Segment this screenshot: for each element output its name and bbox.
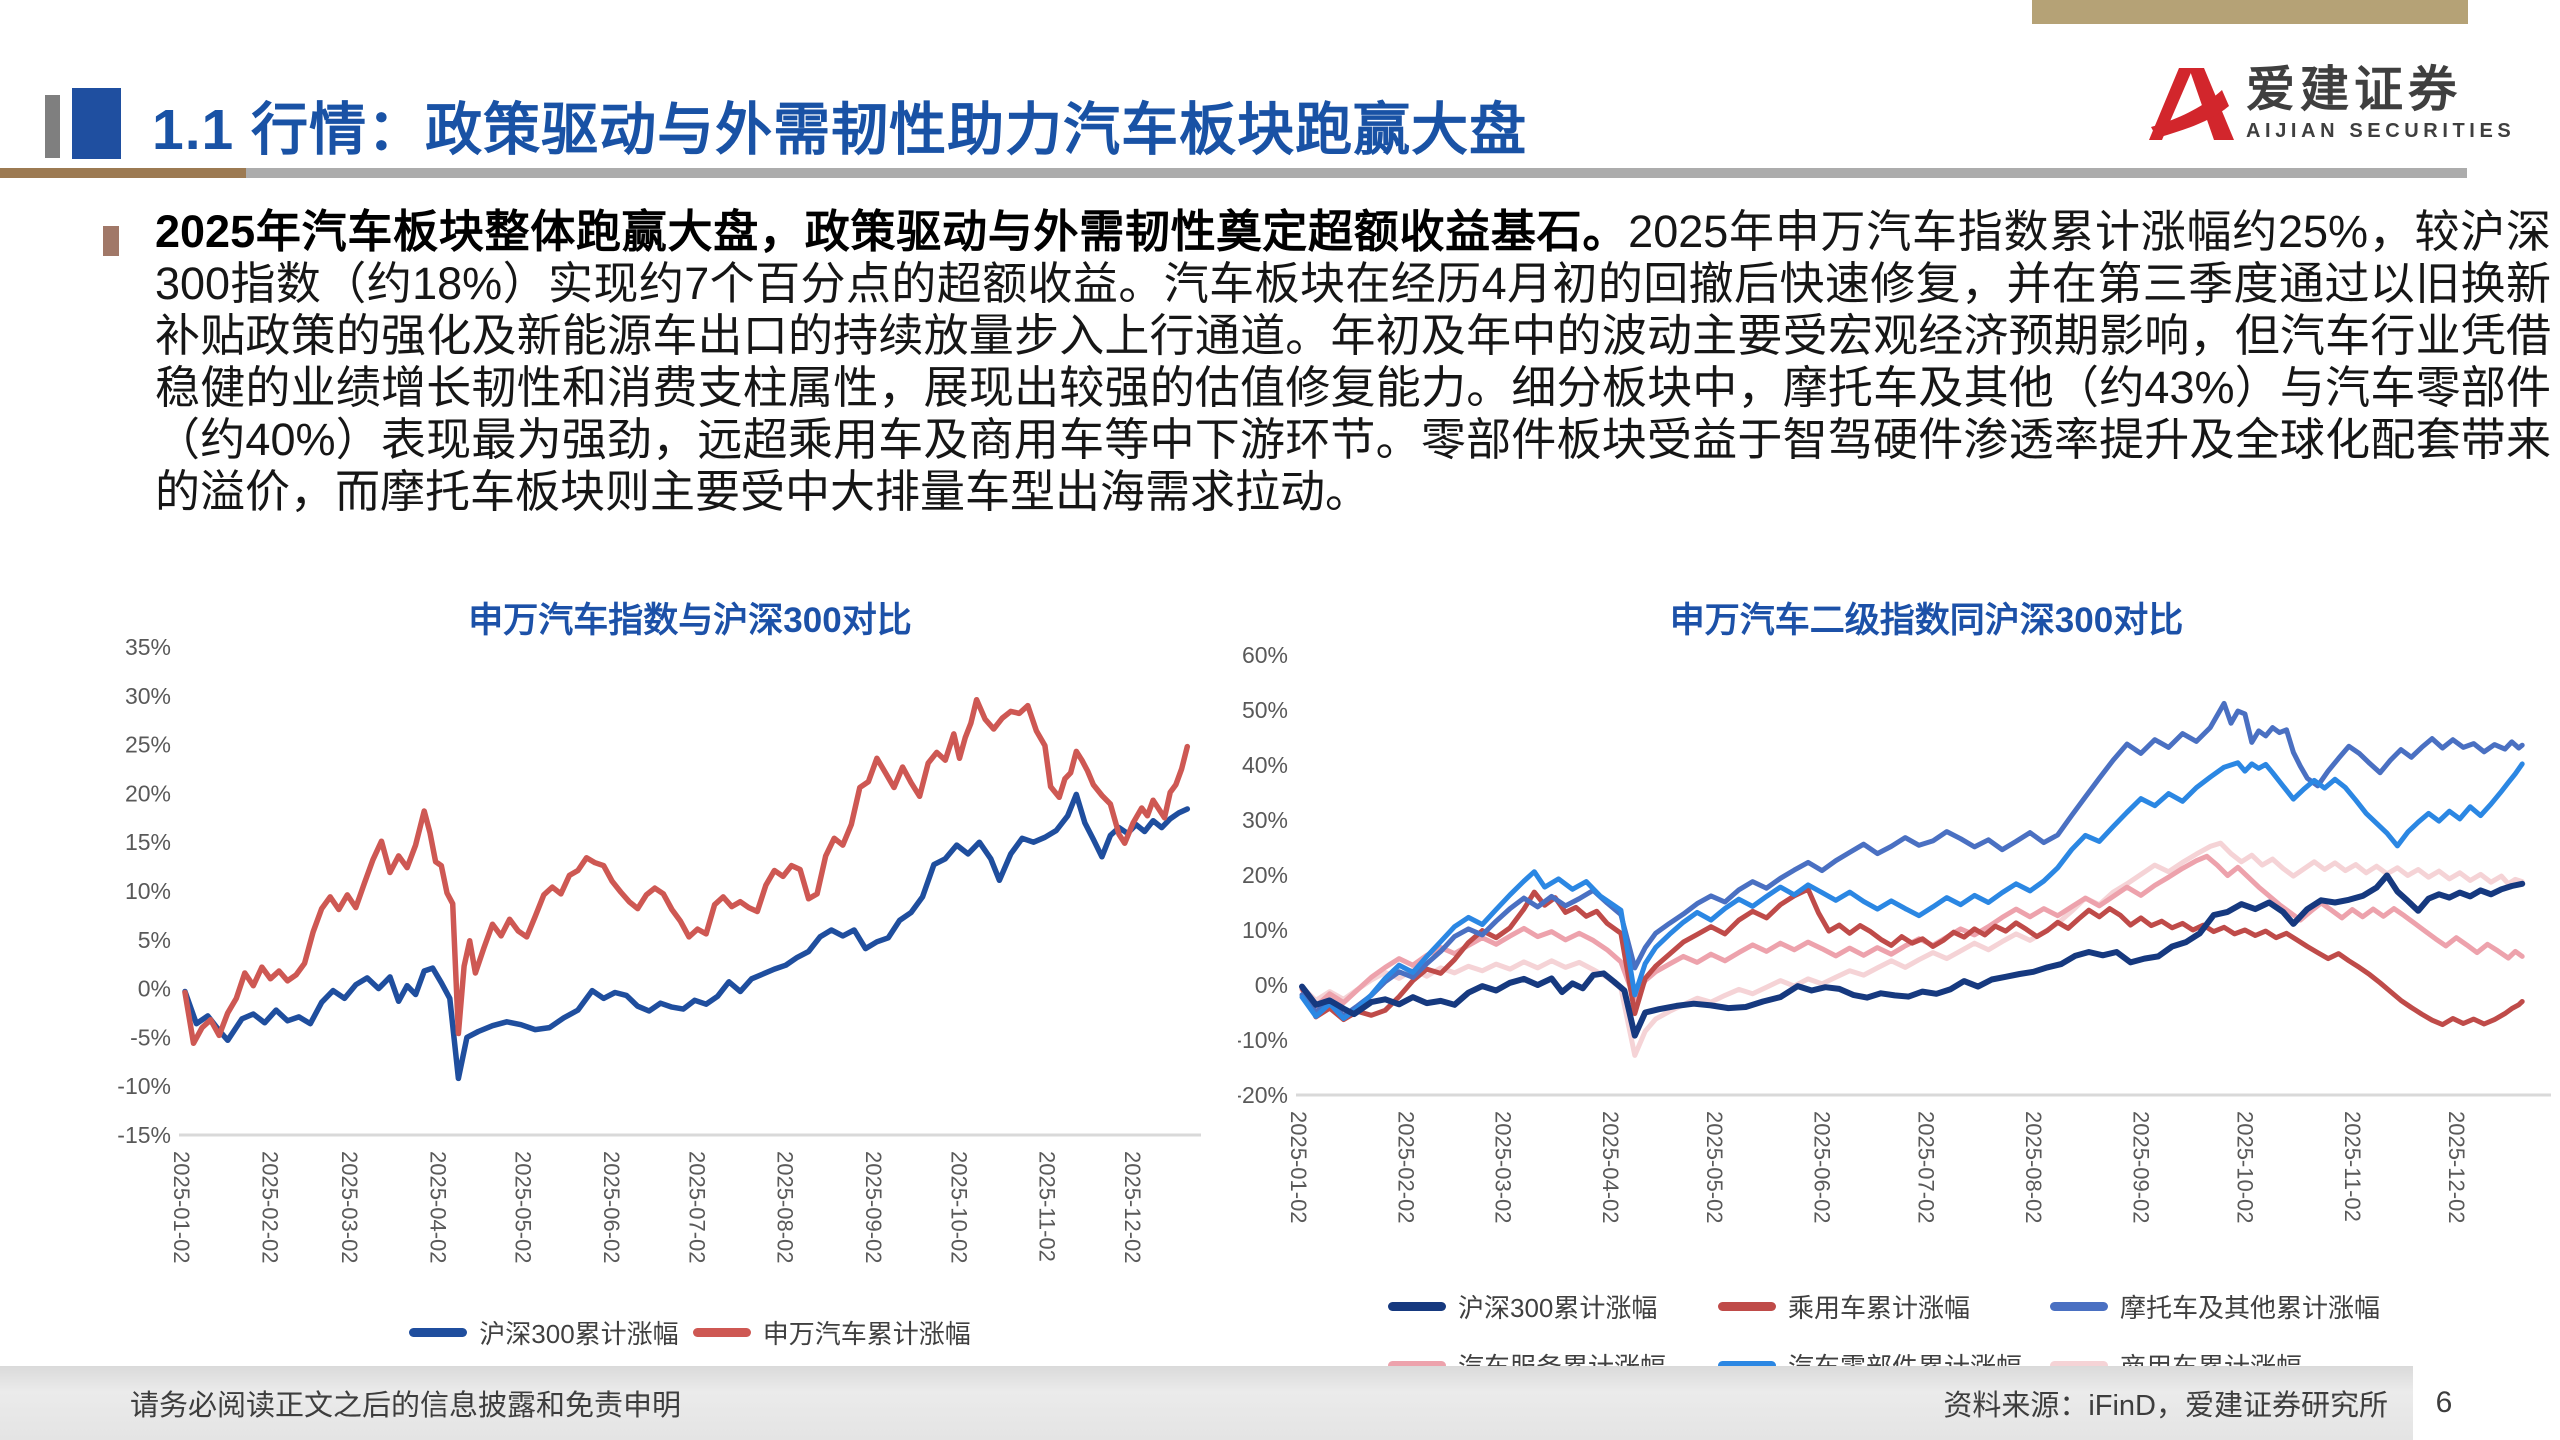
y-tick-label: 10% <box>125 878 171 904</box>
legend-item: 摩托车及其他累计涨幅 <box>2050 1288 2380 1325</box>
chart-left-canvas: 35% 30% 25% 20% 15% 10% 5% 0% -5% -10% -15% 2025-01… <box>100 632 1220 1300</box>
legend-label: 摩托车及其他累计涨幅 <box>2120 1293 2381 1323</box>
logo: 爱建证券 AIJIAN SECURITIES <box>2148 64 2515 144</box>
x-tick-label: 2025-11-02 <box>1035 1151 1060 1262</box>
y-tick-label: 25% <box>125 732 171 758</box>
legend-swatch <box>1388 1361 1446 1370</box>
x-tick-label: 2025-02-02 <box>1393 1111 1418 1224</box>
header-rule <box>0 168 2467 178</box>
x-tick-label: 2025-02-02 <box>257 1151 282 1264</box>
title-accent-square <box>72 88 121 159</box>
legend-label: 申万汽车累计涨幅 <box>762 1319 971 1349</box>
legend-swatch <box>2050 1361 2108 1370</box>
legend-swatch <box>1388 1302 1446 1311</box>
summary-bold: 2025年汽车板块整体跑赢大盘，政策驱动与外需韧性奠定超额收益基石。 <box>155 206 1629 257</box>
page-title: 1.1 行情：政策驱动与外需韧性助力汽车板块跑赢大盘 <box>152 98 1528 162</box>
x-tick-label: 2025-10-02 <box>2232 1111 2257 1224</box>
y-tick-label: 15% <box>125 829 171 855</box>
footer-source: 资料来源：iFinD，爱建证券研究所 <box>1943 1390 2388 1422</box>
x-tick-label: 2025-06-02 <box>1809 1111 1834 1224</box>
y-tick-label: 60% <box>1242 642 1288 668</box>
legend-item: 沪深300累计涨幅 <box>409 1314 679 1351</box>
chart-left-legend: 沪深300累计涨幅 申万汽车累计涨幅 <box>100 1314 1220 1351</box>
x-tick-label: 2025-08-02 <box>2021 1111 2046 1224</box>
page-number: 6 <box>2435 1386 2453 1419</box>
x-tick-label: 2025-07-02 <box>684 1151 709 1264</box>
legend-swatch <box>1718 1302 1776 1311</box>
y-tick-label: 20% <box>125 780 171 806</box>
x-tick-label: 2025-04-02 <box>425 1151 450 1264</box>
legend-swatch <box>409 1328 468 1337</box>
title-accent-bar <box>45 95 60 158</box>
y-tick-label: 10% <box>1242 917 1288 943</box>
x-tick-label: 2025-08-02 <box>773 1151 798 1264</box>
x-tick-label: 2025-09-02 <box>861 1151 886 1264</box>
top-accent-bar <box>2032 0 2468 24</box>
legend-item: 乘用车累计涨幅 <box>1718 1288 2050 1325</box>
chart-plot: 60% 50% 40% 30% 20% 10% 0% -10% -20% 2025-01-02 20… <box>1234 642 2551 1224</box>
chart-plot: 35% 30% 25% 20% 15% 10% 5% 0% -5% -10% -15% 2025-01… <box>117 634 1201 1264</box>
x-tick-label: 2025-03-02 <box>337 1151 362 1264</box>
summary-text: 2025年汽车板块整体跑赢大盘，政策驱动与外需韧性奠定超额收益基石。2025年申… <box>155 206 2551 518</box>
chart-right-title: 申万汽车二级指数同沪深300对比 <box>1669 601 2184 640</box>
y-tick-label: -10% <box>1238 1027 1288 1053</box>
header-rule-brown-segment <box>0 168 246 178</box>
x-tick-label: 2025-12-02 <box>1120 1151 1145 1264</box>
chart-right-canvas: 60% 50% 40% 30% 20% 10% 0% -10% -20% 2025-01-02 20… <box>1234 632 2560 1300</box>
x-tick-label: 2025-07-02 <box>1913 1111 1938 1224</box>
summary-bullet-icon <box>103 226 119 256</box>
logo-mark-icon <box>2149 68 2234 140</box>
y-tick-label: 30% <box>1242 807 1288 833</box>
x-tick-label: 2025-05-02 <box>511 1151 536 1264</box>
legend-label: 沪深300累计涨幅 <box>1458 1293 1658 1323</box>
legend-item: 申万汽车累计涨幅 <box>692 1314 971 1351</box>
y-tick-label: 30% <box>125 683 171 709</box>
x-tick-label: 2025-06-02 <box>599 1151 624 1264</box>
y-tick-label: 20% <box>1242 862 1288 888</box>
y-tick-label: -10% <box>117 1073 171 1099</box>
y-tick-label: 40% <box>1242 752 1288 778</box>
y-tick-label: 0% <box>1255 972 1288 998</box>
y-tick-label: 0% <box>138 976 171 1002</box>
legend-swatch <box>2050 1302 2108 1311</box>
x-tick-label: 2025-04-02 <box>1598 1111 1623 1224</box>
logo-text: 爱建证券 AIJIAN SECURITIES <box>2246 64 2515 143</box>
footer-disclaimer: 请务必阅读正文之后的信息披露和免责申明 <box>130 1390 682 1422</box>
y-tick-label: 5% <box>138 927 171 953</box>
x-tick-label: 2025-09-02 <box>2128 1111 2153 1224</box>
x-tick-label: 2025-01-02 <box>1286 1111 1311 1224</box>
y-tick-label: -20% <box>1238 1082 1288 1108</box>
legend-label: 乘用车累计涨幅 <box>1788 1293 1971 1323</box>
footer: 请务必阅读正文之后的信息披露和免责申明 资料来源：iFinD，爱建证券研究所 <box>0 1366 2413 1440</box>
legend-swatch <box>692 1328 751 1337</box>
chart-left-title: 申万汽车指数与沪深300对比 <box>468 601 912 640</box>
legend-swatch <box>1718 1361 1776 1370</box>
y-tick-label: 50% <box>1242 697 1288 723</box>
y-tick-label: 35% <box>125 634 171 660</box>
logo-name-en: AIJIAN SECURITIES <box>2246 120 2516 142</box>
x-tick-label: 2025-03-02 <box>1491 1111 1516 1224</box>
legend-label: 沪深300累计涨幅 <box>479 1319 679 1349</box>
x-tick-label: 2025-10-02 <box>946 1151 971 1264</box>
x-tick-label: 2025-05-02 <box>1702 1111 1727 1224</box>
x-tick-label: 2025-11-02 <box>2340 1111 2365 1222</box>
x-tick-label: 2025-01-02 <box>169 1151 194 1264</box>
logo-name-cn: 爱建证券 <box>2246 63 2463 117</box>
legend-item: 沪深300累计涨幅 <box>1388 1288 1718 1325</box>
y-tick-label: -5% <box>130 1024 171 1050</box>
summary-regular: 2025年申万汽车指数累计涨幅约25%，较沪深300指数（约18%）实现约7个百… <box>155 206 2551 517</box>
y-tick-label: -15% <box>117 1122 171 1148</box>
x-tick-label: 2025-12-02 <box>2444 1111 2469 1224</box>
